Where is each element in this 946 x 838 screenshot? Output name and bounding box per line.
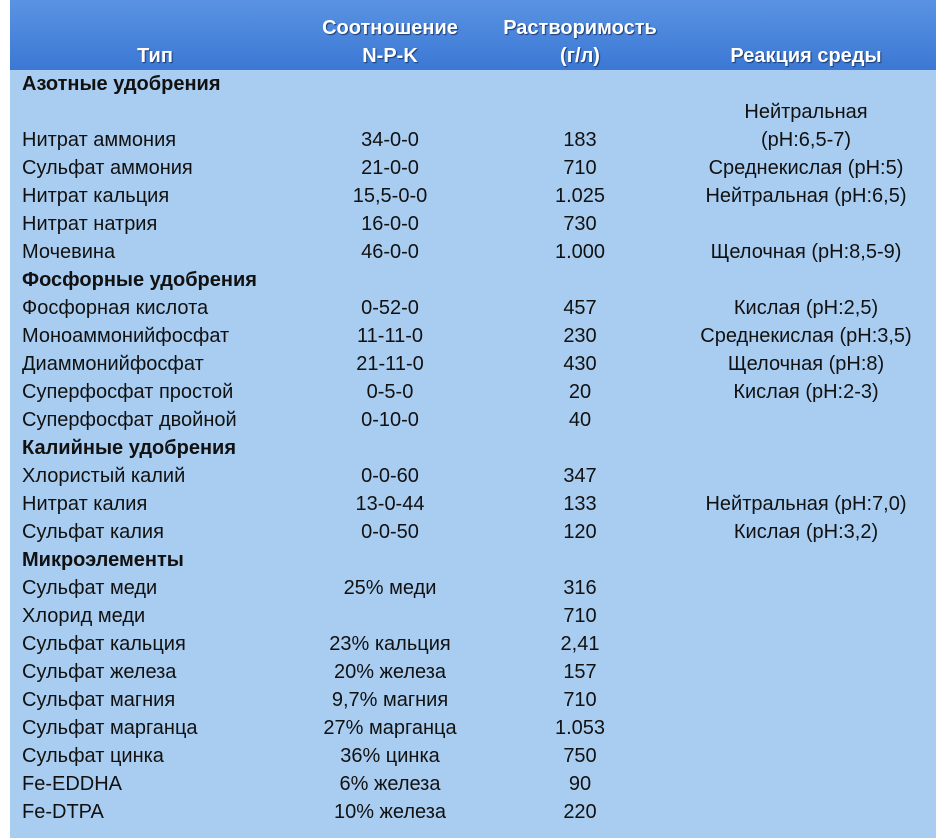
name-cell: Сульфат цинка	[22, 745, 164, 767]
solubility-cell: 750	[563, 745, 597, 767]
reaction-cell: Щелочная (pH:8,5-9)	[710, 241, 902, 263]
solubility-cell: 730	[563, 213, 597, 235]
header-cell: (г/л)	[560, 45, 600, 67]
npk-cell: 0-0-50	[361, 521, 419, 543]
npk-cell: 6% железа	[339, 773, 441, 795]
solubility-cell: 457	[563, 297, 597, 319]
table-header	[10, 0, 936, 70]
npk-cell: 11-11-0	[357, 325, 423, 347]
solubility-cell: 710	[563, 689, 597, 711]
reaction-cell: Кислая (pH:2,5)	[733, 297, 879, 319]
solubility-cell: 1.025	[554, 185, 606, 207]
npk-cell: 36% цинка	[340, 745, 440, 767]
reaction-cell: Кислая (pH:2-3)	[733, 381, 879, 403]
name-cell: Сульфат кальция	[22, 633, 186, 655]
npk-cell: 16-0-0	[361, 213, 419, 235]
name-cell: Моноаммонийфосфат	[22, 325, 230, 347]
npk-cell: 9,7% магния	[331, 689, 449, 711]
reaction-cell: Щелочная (pH:8)	[727, 353, 885, 375]
solubility-cell: 1.000	[554, 241, 606, 263]
name-cell: Сульфат железа	[22, 661, 177, 683]
reaction-cell: (pH:6,5-7)	[760, 129, 852, 151]
reaction-cell: Среднекислая (pH:5)	[708, 157, 904, 179]
npk-cell: 27% марганца	[323, 717, 457, 739]
solubility-cell: 120	[563, 521, 597, 543]
npk-cell: 15,5-0-0	[352, 185, 428, 207]
name-cell: Фосфорная кислота	[22, 297, 209, 319]
solubility-cell: 90	[568, 773, 592, 795]
name-cell: Сульфат марганца	[22, 717, 198, 739]
reaction-cell: Нейтральная	[744, 101, 868, 123]
name-cell: Fe-EDDHA	[22, 773, 123, 795]
name-cell: Сульфат калия	[22, 521, 164, 543]
name-cell: Fe-DTPA	[22, 801, 104, 823]
npk-cell: 21-11-0	[356, 353, 424, 375]
solubility-cell: 183	[563, 129, 597, 151]
npk-cell: 25% меди	[343, 577, 437, 599]
solubility-cell: 710	[563, 157, 597, 179]
reaction-cell: Нейтральная (pH:6,5)	[705, 185, 907, 207]
header-cell: Тип	[137, 45, 173, 67]
npk-cell: 0-0-60	[361, 465, 419, 487]
solubility-cell: 20	[568, 381, 592, 403]
solubility-cell: 1.053	[554, 717, 606, 739]
name-cell: Нитрат кальция	[22, 185, 170, 207]
header-cell: Растворимость	[503, 17, 657, 39]
name-cell: Мочевина	[22, 241, 116, 263]
npk-cell: 0-52-0	[361, 297, 419, 319]
solubility-cell: 133	[563, 493, 597, 515]
name-cell: Сульфат магния	[22, 689, 176, 711]
solubility-cell: 316	[563, 577, 597, 599]
name-cell: Суперфосфат двойной	[22, 409, 237, 431]
header-cell: Реакция среды	[730, 45, 882, 67]
npk-cell: 23% кальция	[329, 633, 451, 655]
name-cell: Хлористый калий	[22, 465, 186, 487]
name-cell: Сульфат аммония	[22, 157, 193, 179]
npk-cell: 21-0-0	[361, 157, 419, 179]
name-cell: Нитрат калия	[22, 493, 148, 515]
section-title: Микроэлементы	[22, 549, 184, 571]
npk-cell: 0-10-0	[361, 409, 419, 431]
header-cell: Соотношение	[322, 17, 458, 39]
npk-cell: 13-0-44	[355, 493, 425, 515]
npk-cell: 20% железа	[333, 661, 447, 683]
name-cell: Сульфат меди	[22, 577, 158, 599]
solubility-cell: 2,41	[560, 633, 600, 655]
npk-cell: 46-0-0	[361, 241, 419, 263]
name-cell: Диаммонийфосфат	[22, 353, 204, 375]
solubility-cell: 347	[563, 465, 597, 487]
name-cell: Суперфосфат простой	[22, 381, 234, 403]
section-title: Калийные удобрения	[22, 437, 236, 459]
section-title: Фосфорные удобрения	[22, 269, 257, 291]
name-cell: Нитрат натрия	[22, 213, 158, 235]
table-body	[10, 70, 936, 838]
name-cell: Нитрат аммония	[22, 129, 177, 151]
solubility-cell: 430	[563, 353, 597, 375]
reaction-cell: Нейтральная (pH:7,0)	[705, 493, 907, 515]
name-cell: Хлорид меди	[22, 605, 146, 627]
reaction-cell: Кислая (pH:3,2)	[733, 521, 879, 543]
section-title: Азотные удобрения	[22, 73, 221, 95]
header-cell: N-P-K	[362, 45, 418, 67]
npk-cell: 0-5-0	[366, 381, 414, 403]
solubility-cell: 157	[563, 661, 597, 683]
solubility-cell: 710	[563, 605, 597, 627]
solubility-cell: 220	[563, 801, 597, 823]
reaction-cell: Среднекислая (pH:3,5)	[700, 325, 912, 347]
solubility-cell: 40	[568, 409, 592, 431]
npk-cell: 34-0-0	[361, 129, 419, 151]
npk-cell: 10% железа	[333, 801, 447, 823]
solubility-cell: 230	[563, 325, 597, 347]
